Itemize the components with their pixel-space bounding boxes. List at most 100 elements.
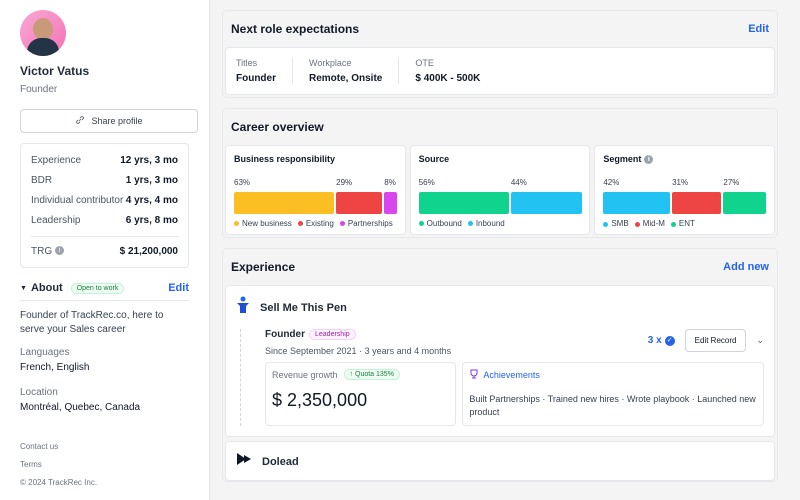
revenue-growth-label: Revenue growth [272,369,338,380]
pct-label: 63% [234,178,251,187]
legend-dot [670,221,676,227]
bar-ent [723,192,767,215]
stat-row-leadership: Leadership 6 yrs, 8 mo [31,210,178,230]
add-new-link[interactable]: Add new [723,261,769,273]
legend-item: Mid-M [634,219,665,229]
ote-label: OTE [415,58,434,68]
profile-role: Founder [20,84,58,95]
legend-dot [234,221,239,227]
legend-item: Partnerships [339,219,393,228]
bar-existing [336,192,383,214]
info-icon[interactable]: i [644,155,654,165]
legend-dot [418,221,424,227]
business-responsibility-title: Business responsibility [234,154,336,164]
stat-row-individual-contributor: Individual contributor 4 yrs, 4 mo [31,190,178,210]
achievements-box: Achievements Built Partnerships · Traine… [462,362,764,426]
business-responsibility-panel: Business responsibility 63% 29% 8% New b… [225,145,406,235]
legend: Outbound Inbound [418,219,582,228]
experience-card: Experience Add new Sell Me This Pen Foun… [222,248,778,482]
company-name[interactable]: Sell Me This Pen [260,301,347,314]
info-icon[interactable]: i [55,246,65,256]
company-name[interactable]: Dolead [262,455,299,468]
pct-label: 56% [418,178,435,187]
profile-name: Victor Vatus [20,64,90,78]
about-header: ▼ About Open to work Edit [20,282,189,294]
divider [20,300,189,301]
legend-label: Inbound [475,219,505,228]
stat-value: 4 yrs, 4 mo [125,194,178,206]
caret-down-icon[interactable]: ▼ [20,284,27,292]
pct-label: 27% [723,178,740,188]
terms-link[interactable]: Terms [20,460,42,469]
trophy-icon [469,369,479,381]
legend-item: Existing [297,219,334,228]
legend-label: New business [242,219,292,228]
open-to-work-badge: Open to work [70,282,125,294]
quota-badge: ↑ Quota 135% [343,369,400,380]
edit-record-button[interactable]: Edit Record [684,329,747,352]
contact-us-link[interactable]: Contact us [20,442,59,451]
source-title: Source [418,154,450,164]
legend-dot [297,221,303,227]
titles-value: Founder [236,73,276,84]
ote-field: OTE $ 400K - 500K [415,58,496,84]
leadership-badge: Leadership [309,329,356,340]
legend-dot [603,221,609,227]
legend-dot [339,221,345,227]
titles-field: Titles Founder [236,58,293,84]
revenue-growth-box: Revenue growth ↑ Quota 135% $ 2,350,000 [265,362,457,426]
languages-label: Languages [20,347,70,358]
trg-label: TRG [31,245,53,257]
bar-mid-market [672,192,722,215]
stacked-bar [418,192,582,214]
company-logo-icon [236,452,252,471]
workplace-field: Workplace Remote, Onsite [309,58,400,84]
legend-item: New business [234,219,292,228]
legend-label: Outbound [426,219,462,228]
bar-outbound [418,192,509,214]
position-title: Founder [265,329,305,340]
sidebar-footer: Contact us Terms © 2024 TrackRec Inc. [20,442,97,496]
legend-label: Mid-M [642,219,665,229]
share-profile-button[interactable]: Share profile [20,109,198,133]
position-duration: 3 years and 4 months [364,346,452,356]
stat-label: BDR [31,174,53,186]
share-profile-label: Share profile [91,116,143,126]
titles-label: Titles [236,58,258,68]
next-role-card: Next role expectations Edit Titles Found… [222,10,778,98]
stat-value: 1 yrs, 3 mo [125,174,178,186]
about-edit-link[interactable]: Edit [168,282,189,294]
stat-row-bdr: BDR 1 yrs, 3 mo [31,170,178,190]
legend-item: Inbound [467,219,505,228]
bar-labels: 42% 31% 27% [603,178,766,190]
legend-item: SMB [603,219,629,228]
bar-inbound [510,192,582,214]
stat-row-experience: Experience 12 yrs, 3 mo [31,150,178,170]
stat-value: 6 yrs, 8 mo [125,214,178,226]
chevron-down-icon[interactable]: ⌄ [756,335,764,345]
stacked-bar [234,192,397,214]
experience-title: Experience [231,260,296,274]
bar-smb [603,192,671,215]
stat-label: Experience [31,154,82,166]
revenue-value: $ 2,350,000 [272,390,368,410]
link-icon [75,115,85,127]
divider [31,236,178,237]
legend: New business Existing Partnerships [234,219,397,228]
next-role-edit-link[interactable]: Edit [748,23,769,35]
avatar[interactable] [20,10,66,56]
about-text: Founder of TrackRec.co, here to serve yo… [20,310,164,335]
trg-value: $ 21,200,000 [119,245,178,257]
legend-item: Outbound [418,219,462,228]
legend-label: Partnerships [347,219,393,228]
location-label: Location [20,387,58,398]
verification-count[interactable]: 3 x ✓ [648,335,675,346]
stat-label: Individual contributor [31,194,124,206]
achievements-label: Achievements [483,370,540,380]
segment-panel: Segment i 42% 31% 27% SMB Mid-M ENT [594,145,776,235]
main-content: Next role expectations Edit Titles Found… [222,10,778,492]
pct-label: 29% [336,178,353,187]
arrow-up-icon: ↑ [349,371,355,378]
bar-labels: 63% 29% 8% [234,178,397,190]
legend: SMB Mid-M ENT [603,219,766,228]
